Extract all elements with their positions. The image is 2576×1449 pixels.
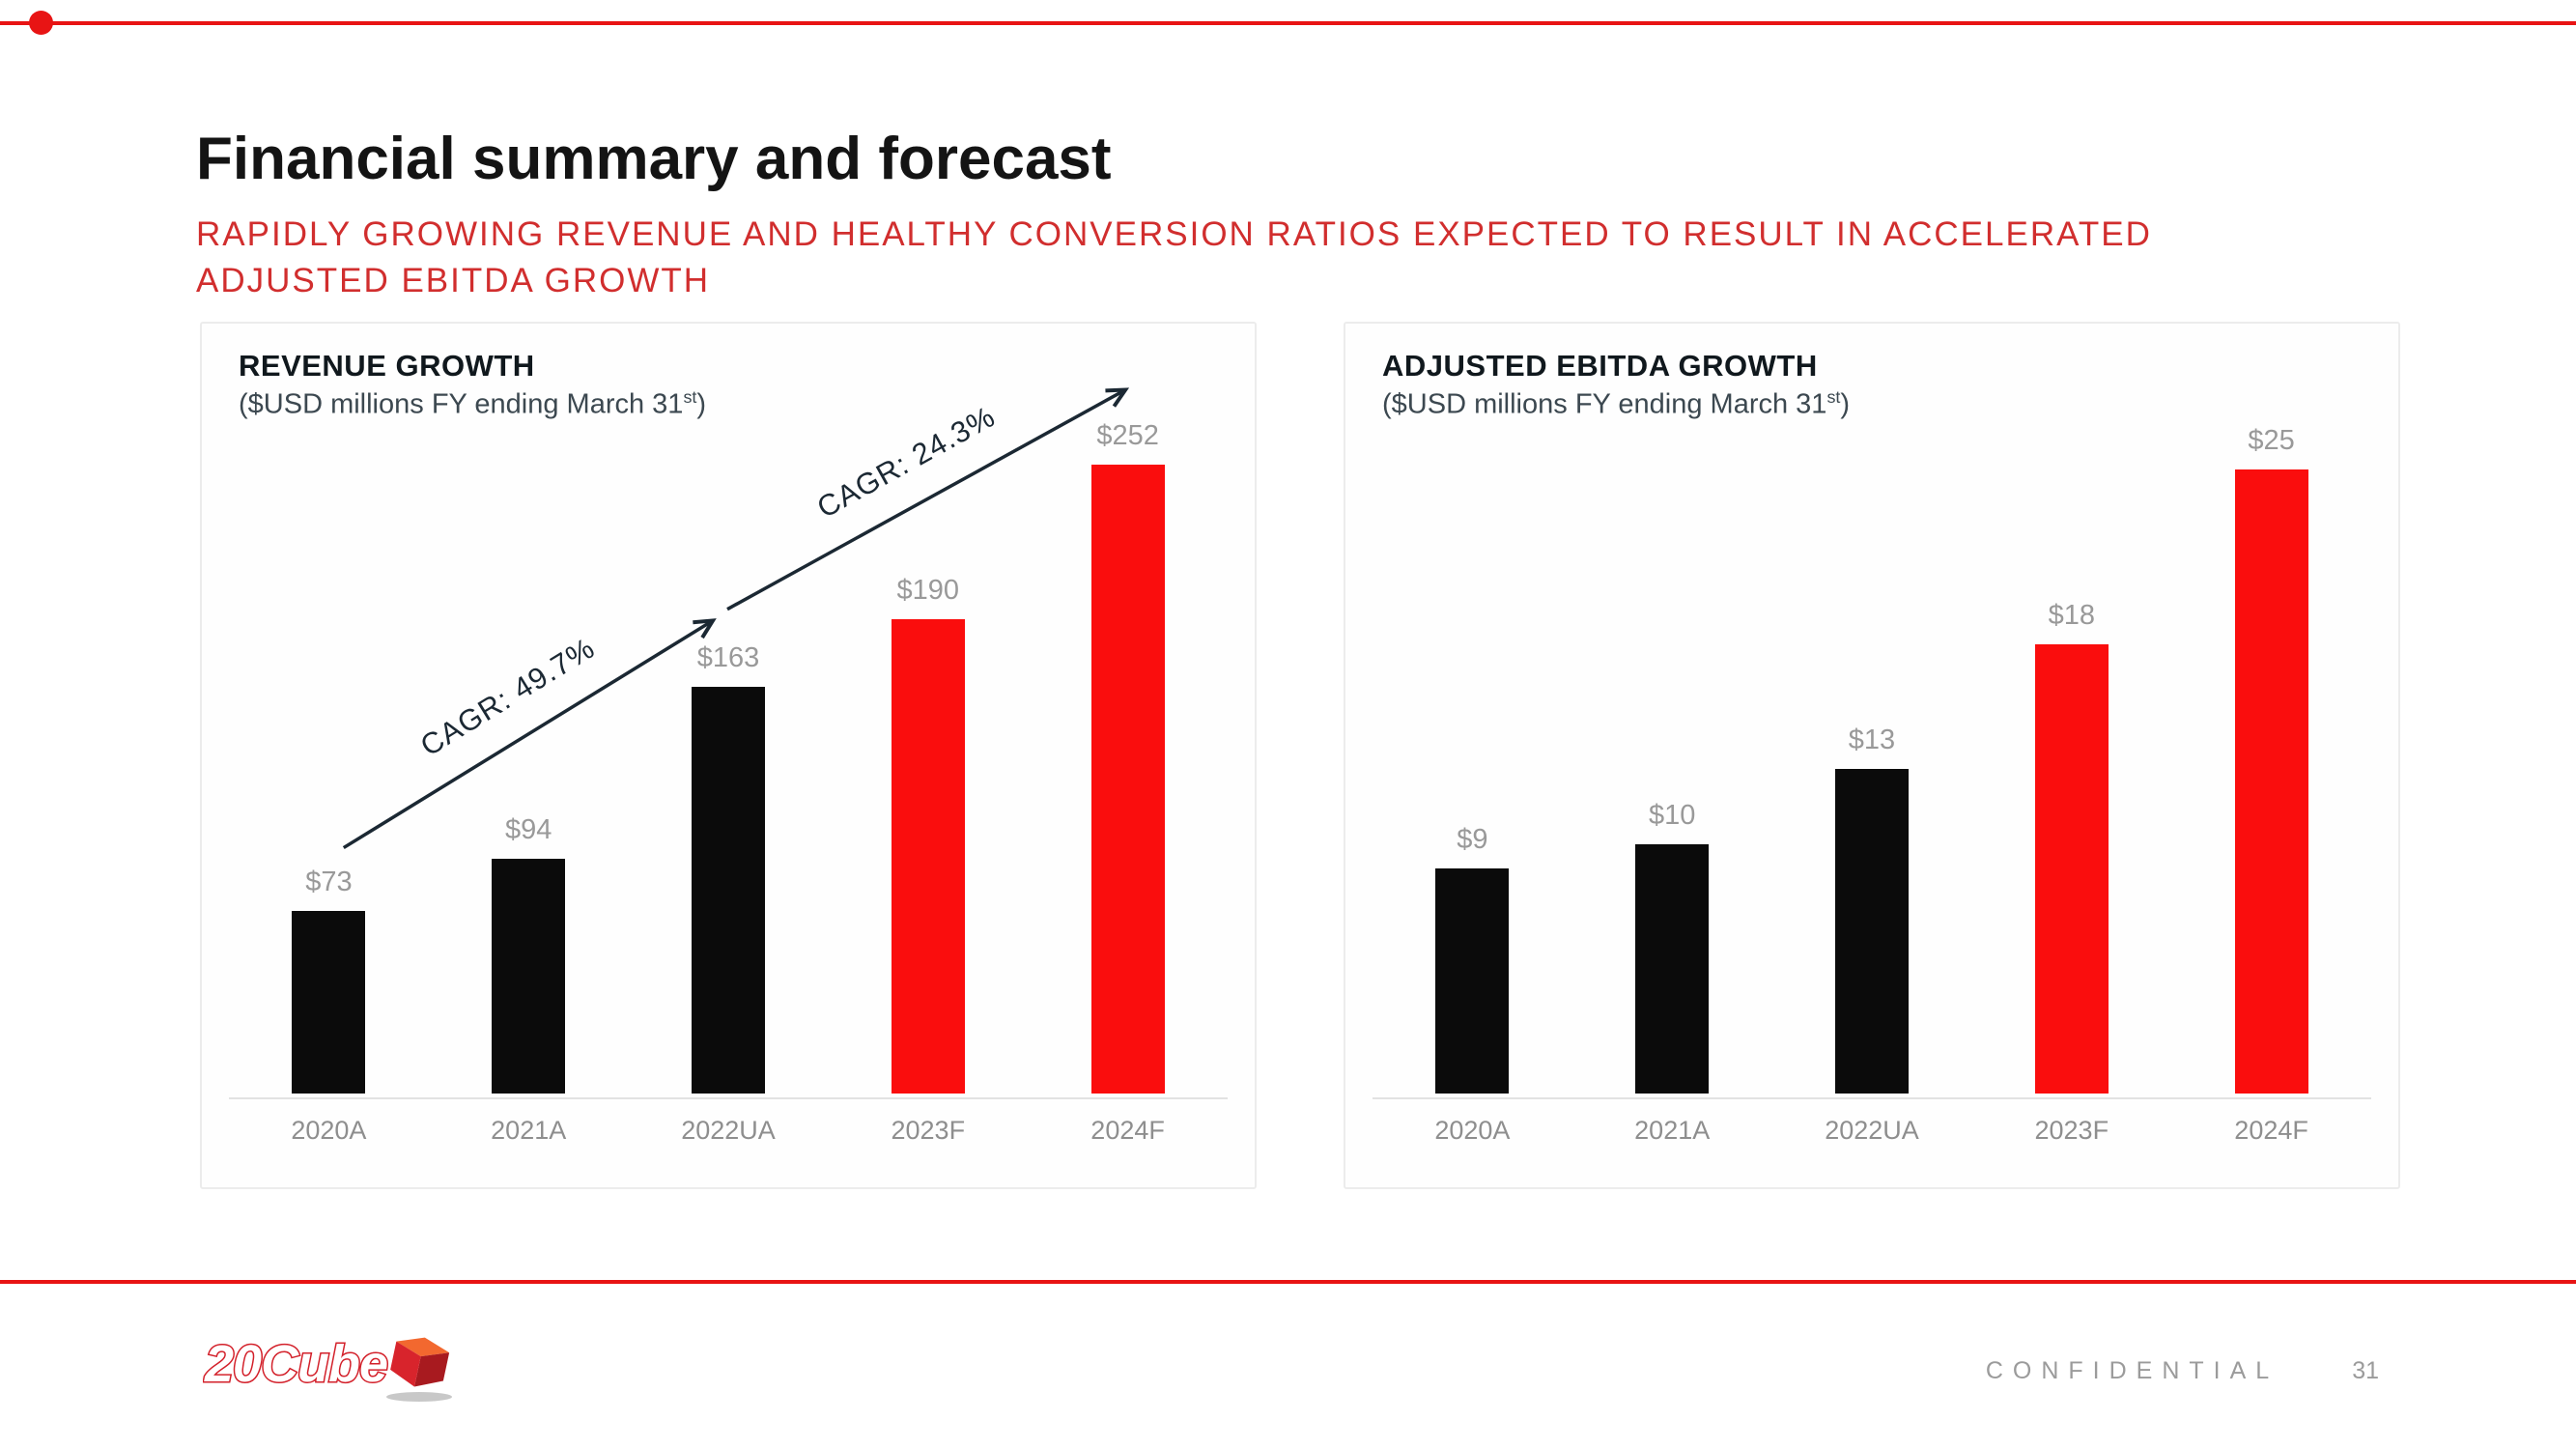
revenue-chart-header: REVENUE GROWTH ($USD millions FY ending … <box>239 349 706 421</box>
ebitda-chart-plot: $9 $10 $13 $18 $25 <box>1373 401 2371 1094</box>
bar-column: $190 <box>828 401 1028 1094</box>
bar <box>1090 465 1165 1094</box>
logo-cube-icon <box>390 1337 450 1387</box>
ebitda-chart-subtitle: ($USD millions FY ending March 31st) <box>1382 387 1851 420</box>
bar-value-label: $25 <box>2248 425 2295 456</box>
page-subtitle: RAPIDLY GROWING REVENUE AND HEALTHY CONV… <box>196 212 2418 305</box>
bar-value-label: $9 <box>1457 824 1488 855</box>
bar-column: $94 <box>429 401 629 1094</box>
footer-accent-rule <box>0 1280 2576 1284</box>
bar-column: $25 <box>2171 401 2371 1094</box>
x-axis-label: 2022UA <box>681 1116 776 1145</box>
x-axis-label: 2024F <box>2234 1116 2308 1145</box>
bar-value-label: $94 <box>505 814 552 845</box>
company-logo: 20Cube <box>203 1334 452 1402</box>
ebitda-bars: $9 $10 $13 $18 $25 <box>1373 401 2371 1094</box>
bar-value-label: $18 <box>2048 600 2095 631</box>
x-axis-label: 2022UA <box>1825 1116 1919 1145</box>
bar-column: $252 <box>1028 401 1228 1094</box>
ebitda-growth-panel: ADJUSTED EBITDA GROWTH ($USD millions FY… <box>1344 322 2400 1189</box>
bar <box>1834 769 1909 1094</box>
bar <box>691 687 765 1094</box>
ebitda-chart-header: ADJUSTED EBITDA GROWTH ($USD millions FY… <box>1382 349 1850 421</box>
revenue-x-axis-labels: 2020A 2021A 2022UA 2023F 2024F <box>229 1116 1228 1146</box>
bar-value-label: $190 <box>896 575 960 606</box>
page-subtitle-line2: ADJUSTED EBITDA GROWTH <box>196 262 711 300</box>
bar <box>1635 844 1710 1094</box>
revenue-chart-plot: $73 $94 $163 $190 $252 <box>229 401 1228 1094</box>
ebitda-x-axis-labels: 2020A 2021A 2022UA 2023F 2024F <box>1373 1116 2371 1146</box>
top-accent-rule <box>0 21 2576 25</box>
bar-column: $73 <box>229 401 429 1094</box>
page-subtitle-line1: RAPIDLY GROWING REVENUE AND HEALTHY CONV… <box>196 215 2152 254</box>
bar <box>2034 644 2109 1094</box>
x-axis-label: 2023F <box>891 1116 966 1145</box>
bar <box>292 911 366 1094</box>
footer-right: CONFIDENTIAL 31 <box>1986 1357 2379 1385</box>
logo-text: 20Cube <box>204 1335 387 1393</box>
bar-column: $18 <box>1971 401 2171 1094</box>
bar <box>2234 469 2308 1094</box>
x-axis-label: 2023F <box>2034 1116 2109 1145</box>
bar-column: $10 <box>1572 401 1772 1094</box>
ebitda-x-axis <box>1373 1097 2371 1099</box>
revenue-chart-subtitle: ($USD millions FY ending March 31st) <box>239 387 707 420</box>
page-number: 31 <box>2352 1357 2379 1384</box>
revenue-bars: $73 $94 $163 $190 $252 <box>229 401 1228 1094</box>
x-axis-label: 2024F <box>1090 1116 1165 1145</box>
x-axis-label: 2020A <box>1434 1116 1511 1145</box>
bar-column: $13 <box>1772 401 1972 1094</box>
x-axis-label: 2021A <box>491 1116 567 1145</box>
bar <box>492 859 566 1094</box>
bar-column: $9 <box>1373 401 1572 1094</box>
bar-value-label: $10 <box>1649 800 1696 831</box>
revenue-x-axis <box>229 1097 1228 1099</box>
ebitda-chart-title: ADJUSTED EBITDA GROWTH <box>1382 349 1818 383</box>
slide-header: Financial summary and forecast RAPIDLY G… <box>196 128 2418 305</box>
bar-value-label: $163 <box>696 642 760 673</box>
logo-cube-shadow <box>386 1392 452 1402</box>
bar-column: $163 <box>629 401 829 1094</box>
bar-value-label: $73 <box>305 867 353 897</box>
page-title: Financial summary and forecast <box>196 126 1112 192</box>
revenue-chart-title: REVENUE GROWTH <box>239 349 535 383</box>
confidential-label: CONFIDENTIAL <box>1985 1357 2279 1384</box>
bar <box>1435 868 1510 1094</box>
x-axis-label: 2021A <box>1634 1116 1711 1145</box>
bar-value-label: $252 <box>1096 420 1159 451</box>
bar <box>891 619 965 1094</box>
bar-value-label: $13 <box>1848 724 1896 755</box>
revenue-growth-panel: REVENUE GROWTH ($USD millions FY ending … <box>200 322 1257 1189</box>
x-axis-label: 2020A <box>291 1116 367 1145</box>
